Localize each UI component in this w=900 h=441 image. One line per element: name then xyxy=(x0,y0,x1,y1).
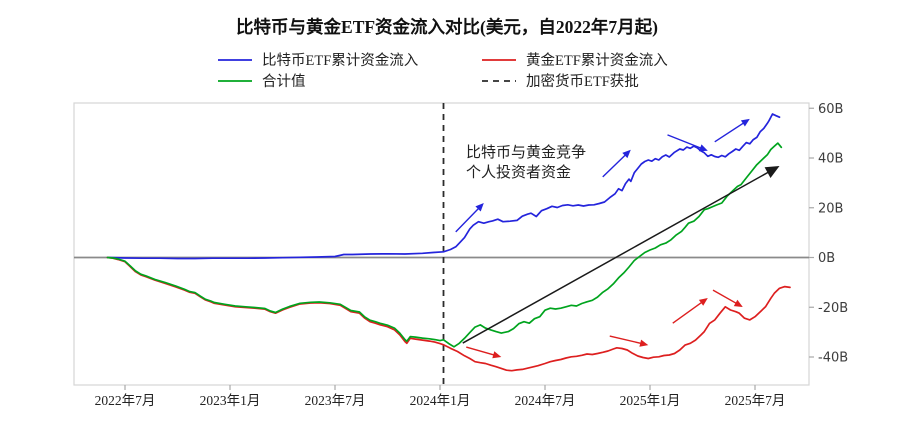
legend-label-gold: 黄金ETF累计资金流入 xyxy=(526,52,668,69)
plot-border xyxy=(73,102,810,386)
legend-item-gold: 黄金ETF累计资金流入 xyxy=(482,52,668,69)
btc-trend-arrow-1-shaft xyxy=(455,206,481,233)
legend-item-approval: 加密货币ETF获批 xyxy=(482,73,639,90)
legend-label-total: 合计值 xyxy=(262,73,306,90)
legend: 比特币ETF累计资金流入 黄金ETF累计资金流入 合计值 加密货币ETF获批 xyxy=(218,52,668,90)
y-tick-label: 60B xyxy=(818,102,843,117)
x-axis-ticks: 2022年7月 2023年1月 2023年7月 2024年1月 2024年7月 2025年… xyxy=(95,385,786,408)
btc-trend-arrow-1-head xyxy=(475,203,484,212)
x-tick-label: 2022年7月 xyxy=(95,393,156,408)
btc-trend-arrow-3-shaft xyxy=(667,134,704,150)
btc-trend-arrow-4-head xyxy=(740,118,750,127)
annotation-arrows xyxy=(455,118,780,359)
gold-trend-arrow-8-head xyxy=(733,299,743,307)
annotation-line-2: 个人投资者资金 xyxy=(466,164,571,181)
legend-item-btc: 比特币ETF累计资金流入 xyxy=(218,52,418,69)
btc-trend-arrow-2-head xyxy=(622,149,631,159)
btc-trend-arrow-3-head xyxy=(698,144,708,152)
series-lines xyxy=(106,113,791,372)
y-tick-label: 40B xyxy=(818,152,843,167)
gold-trend-arrow-5-shaft xyxy=(466,346,497,357)
gold-trend-arrow-5-head xyxy=(492,351,502,359)
annotation-line-1: 比特币与黄金竞争 xyxy=(466,143,586,161)
series-line-btc xyxy=(106,113,781,260)
gold-trend-arrow-6-head xyxy=(639,339,649,347)
chart-title: 比特币与黄金ETF资金流入对比(美元，自2022年7月起) xyxy=(236,17,658,37)
x-tick-label: 2023年1月 xyxy=(200,393,261,408)
x-tick-label: 2025年1月 xyxy=(620,393,681,408)
y-tick-label: 20B xyxy=(818,201,843,216)
x-tick-label: 2023年7月 xyxy=(305,393,366,408)
total-trend-arrow-shaft xyxy=(462,169,773,344)
legend-label-approval: 加密货币ETF获批 xyxy=(526,73,639,90)
x-tick-label: 2024年7月 xyxy=(515,393,576,408)
x-tick-label: 2024年1月 xyxy=(410,393,471,408)
x-tick-label: 2025年7月 xyxy=(725,393,786,408)
gold-trend-arrow-7-head xyxy=(698,298,708,306)
y-tick-label: 0B xyxy=(818,251,835,266)
legend-item-total: 合计值 xyxy=(218,73,306,90)
gold-trend-arrow-6-shaft xyxy=(609,335,644,345)
y-tick-label: -20B xyxy=(818,301,848,316)
gold-trend-arrow-7-shaft xyxy=(672,300,705,324)
y-tick-label: -40B xyxy=(818,351,848,366)
chart-annotation: 比特币与黄金竞争 个人投资者资金 xyxy=(466,143,586,181)
series-line-total xyxy=(106,142,783,348)
total-trend-arrow-head xyxy=(764,166,780,178)
btc-trend-arrow-2-shaft xyxy=(602,152,628,178)
gold-trend-arrow-8-shaft xyxy=(712,289,739,306)
btc-trend-arrow-4-shaft xyxy=(714,121,746,143)
legend-label-btc: 比特币ETF累计资金流入 xyxy=(262,52,418,69)
y-axis-ticks: 60B 40B 20B 0B -20B -40B xyxy=(809,102,848,366)
